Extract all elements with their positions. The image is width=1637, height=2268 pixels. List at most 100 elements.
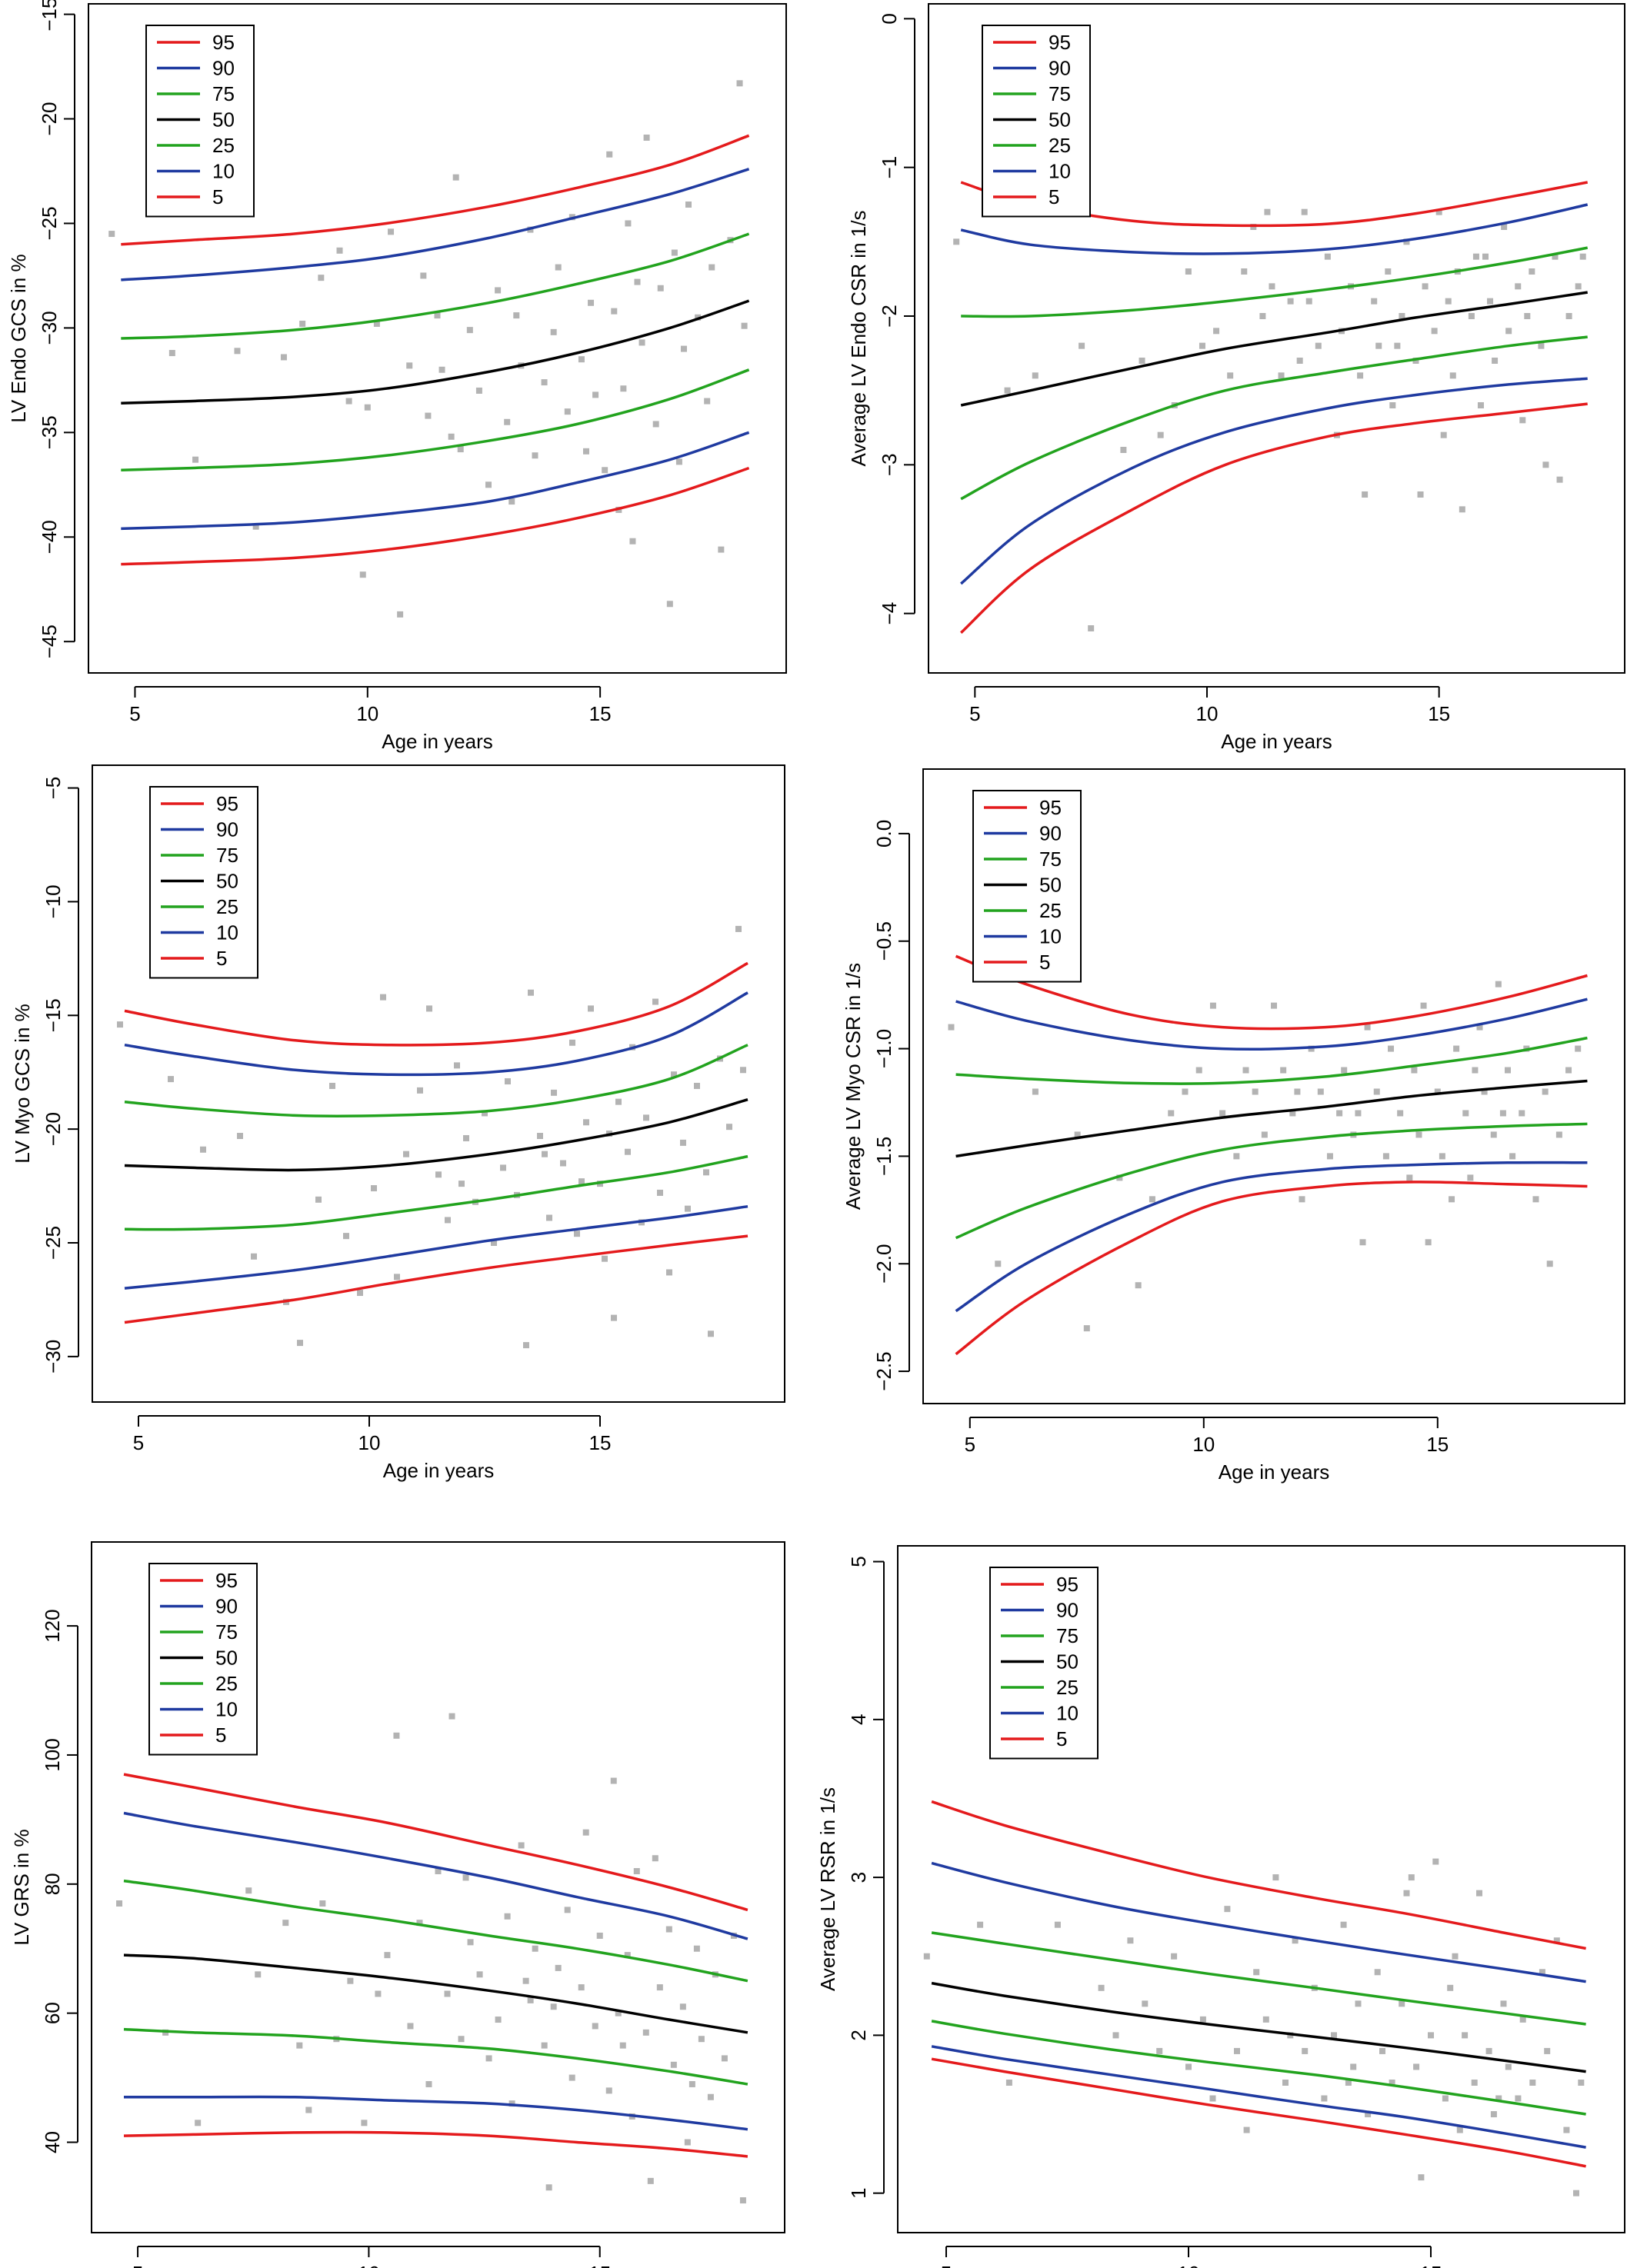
x-tick-label: 15: [588, 2262, 611, 2268]
data-point: [1532, 1196, 1539, 1203]
legend-label-50: 50: [212, 108, 235, 132]
y-tick-label: −5: [42, 777, 65, 800]
data-point: [505, 1078, 511, 1085]
data-point: [652, 421, 659, 428]
data-point: [1477, 402, 1484, 408]
data-point: [1499, 1110, 1506, 1117]
data-point: [1515, 2095, 1522, 2102]
data-point: [1289, 1110, 1296, 1117]
data-point: [426, 1005, 432, 1012]
legend-label-95: 95: [212, 31, 235, 54]
data-point: [252, 523, 259, 530]
data-point: [1411, 1067, 1418, 1074]
data-point: [192, 456, 199, 463]
data-point: [1505, 328, 1512, 335]
data-point: [704, 398, 711, 405]
chart-panel-4: 5 10 15 Age in years −2.5 −2.0 −1.5 −1.0 −0.5 0.0…: [842, 768, 1625, 1484]
plot-area: [953, 181, 1589, 634]
data-point: [200, 1146, 206, 1153]
legend-label-25: 25: [215, 1672, 238, 1695]
data-point: [1505, 2063, 1512, 2070]
data-point: [1459, 506, 1465, 513]
y-tick-label: −4: [878, 602, 901, 625]
x-tick-label: 10: [1196, 702, 1219, 725]
data-point: [1032, 372, 1039, 379]
y-tick-label: −30: [42, 1340, 65, 1374]
data-point: [1467, 1174, 1474, 1181]
data-point: [458, 2036, 465, 2043]
legend-label-95: 95: [1049, 31, 1071, 54]
data-point: [1500, 2000, 1507, 2007]
data-point: [564, 1907, 571, 1913]
data-point: [1524, 313, 1531, 319]
data-point: [1389, 2079, 1395, 2086]
data-point: [1336, 1110, 1343, 1117]
data-point: [1142, 2000, 1149, 2007]
data-point: [357, 1290, 363, 1297]
data-point: [721, 2055, 728, 2062]
y-tick-label: −2: [878, 305, 901, 328]
data-point: [680, 345, 687, 352]
data-point: [518, 1842, 525, 1849]
data-point: [1462, 2032, 1469, 2039]
legend-label-75: 75: [216, 844, 238, 867]
data-point: [1462, 1110, 1469, 1117]
percentile-line-5: [124, 1234, 748, 1324]
x-axis-title: Age in years: [1219, 1460, 1330, 1484]
data-point: [1490, 1131, 1497, 1138]
data-point: [1385, 268, 1392, 275]
data-point: [1565, 313, 1572, 319]
data-point: [923, 1953, 930, 1960]
y-axis-title: Average LV RSR in 1/s: [816, 1787, 839, 1991]
legend-label-90: 90: [212, 57, 235, 80]
data-point: [977, 1921, 984, 1928]
data-point: [602, 467, 608, 474]
data-point: [1371, 298, 1378, 305]
data-point: [1359, 1239, 1366, 1246]
data-point: [1415, 1131, 1422, 1138]
data-point: [1242, 1067, 1249, 1074]
data-point: [592, 391, 599, 398]
data-point: [1408, 1874, 1415, 1881]
data-point: [1294, 1088, 1301, 1095]
data-point: [1127, 1937, 1134, 1944]
data-point: [1495, 2095, 1502, 2102]
percentile-line-75: [955, 1036, 1588, 1085]
data-point: [475, 387, 482, 394]
data-point: [1088, 625, 1095, 631]
data-point: [476, 1971, 483, 1978]
x-tick-label: 15: [589, 1431, 612, 1454]
legend-label-50: 50: [216, 870, 238, 893]
data-point: [1434, 1088, 1441, 1095]
data-point: [1449, 1196, 1455, 1203]
legend-label-5: 5: [216, 947, 227, 970]
y-tick-label: −40: [38, 520, 61, 554]
data-point: [1168, 1110, 1175, 1117]
data-point: [1199, 342, 1205, 349]
data-point: [319, 1900, 326, 1907]
data-point: [1552, 253, 1559, 260]
data-point: [606, 151, 613, 158]
plot-frame: [897, 1545, 1625, 2233]
data-point: [435, 1868, 442, 1875]
data-point: [583, 1119, 589, 1126]
data-point: [1185, 268, 1192, 275]
data-point: [1542, 1088, 1549, 1095]
data-point: [495, 2017, 502, 2023]
data-point: [688, 2080, 695, 2087]
y-tick-label: −35: [38, 415, 61, 449]
legend-label-90: 90: [1049, 57, 1071, 80]
data-point: [1321, 2095, 1328, 2102]
data-point: [685, 201, 692, 208]
legend-label-50: 50: [215, 1647, 238, 1670]
data-point: [1296, 358, 1303, 364]
data-point: [1519, 2016, 1526, 2023]
data-point: [1375, 342, 1382, 349]
data-point: [1388, 1045, 1394, 1052]
data-point: [237, 1133, 243, 1140]
data-point: [546, 1214, 552, 1221]
data-point: [1264, 208, 1271, 215]
data-point: [1471, 2079, 1478, 2086]
data-point: [541, 2042, 548, 2049]
